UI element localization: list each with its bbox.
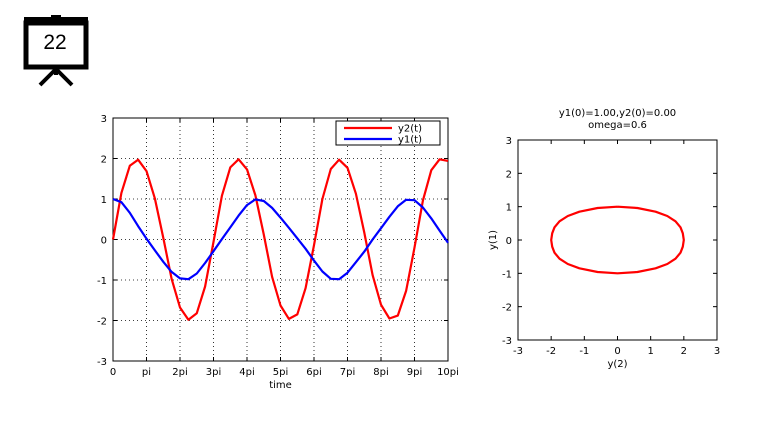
- x-tick-label: 3pi: [206, 367, 222, 378]
- chart-1: 0 pi 2pi 3pi 4pi 5pi 6pi 7pi 8pi 9pi 10pi -3 -2 -1 0 1 2…: [97, 114, 459, 391]
- x-axis-label: time: [269, 380, 292, 391]
- y-axis-label: y(1): [488, 230, 499, 250]
- x-tick-label: -2: [546, 346, 556, 357]
- chart-title: y1(0)=1.00,y2(0)=0.00: [559, 108, 676, 119]
- chart-subtitle: omega=0.6: [588, 120, 647, 131]
- x-tick-label: 1: [647, 346, 653, 357]
- series-line-1: [550, 205, 685, 275]
- y-tick-label: 0: [506, 236, 512, 247]
- y-tick-label: 1: [506, 203, 512, 214]
- x-tick-label: 7pi: [340, 367, 356, 378]
- legend-label: y2(t): [398, 124, 422, 135]
- chart-2: -3 -2 -1 0 1 2 3 -3 -2 -1 0 1 2 3 y(2) y(1) y1(0)=1.00,y…: [488, 108, 720, 370]
- presentation-board-icon: [23, 15, 89, 87]
- legend-box: [335, 120, 441, 146]
- y-tick-label: -3: [97, 357, 107, 368]
- x-axis-label: y(2): [607, 359, 627, 370]
- series-line-y1t: [112, 197, 449, 281]
- y-tick-label: 3: [506, 136, 512, 147]
- x-tick-label: 0: [110, 367, 116, 378]
- y-tick-label: 2: [101, 155, 107, 166]
- x-tick-label: 6pi: [306, 367, 322, 378]
- x-tick-label: pi: [142, 367, 151, 378]
- y-tick-label: 0: [101, 236, 107, 247]
- y-tick-label: 1: [101, 195, 107, 206]
- x-tick-label: 9pi: [407, 367, 423, 378]
- y-tick-label: 2: [506, 169, 512, 180]
- x-tick-label: 2: [681, 346, 687, 357]
- y-tick-label: -3: [502, 336, 512, 347]
- x-tick-label: 0: [614, 346, 620, 357]
- y-tick-label: -1: [502, 269, 512, 280]
- x-tick-label: -1: [579, 346, 589, 357]
- y-tick-label: -1: [97, 276, 107, 287]
- slide-number: 22: [43, 31, 67, 54]
- x-tick-label: 8pi: [373, 367, 389, 378]
- y-tick-label: -2: [97, 317, 107, 328]
- y-tick-label: -2: [502, 303, 512, 314]
- x-tick-label: 4pi: [239, 367, 255, 378]
- x-tick-label: 2pi: [172, 367, 188, 378]
- x-tick-label: -3: [513, 346, 523, 357]
- x-tick-label: 3: [714, 346, 720, 357]
- x-tick-label: 5pi: [273, 367, 289, 378]
- series-line-y2t: [111, 158, 449, 321]
- plot-frame: [517, 139, 718, 341]
- x-tick-label: 10pi: [437, 367, 459, 378]
- y-tick-label: 3: [101, 114, 107, 125]
- legend-label: y1(t): [398, 135, 422, 146]
